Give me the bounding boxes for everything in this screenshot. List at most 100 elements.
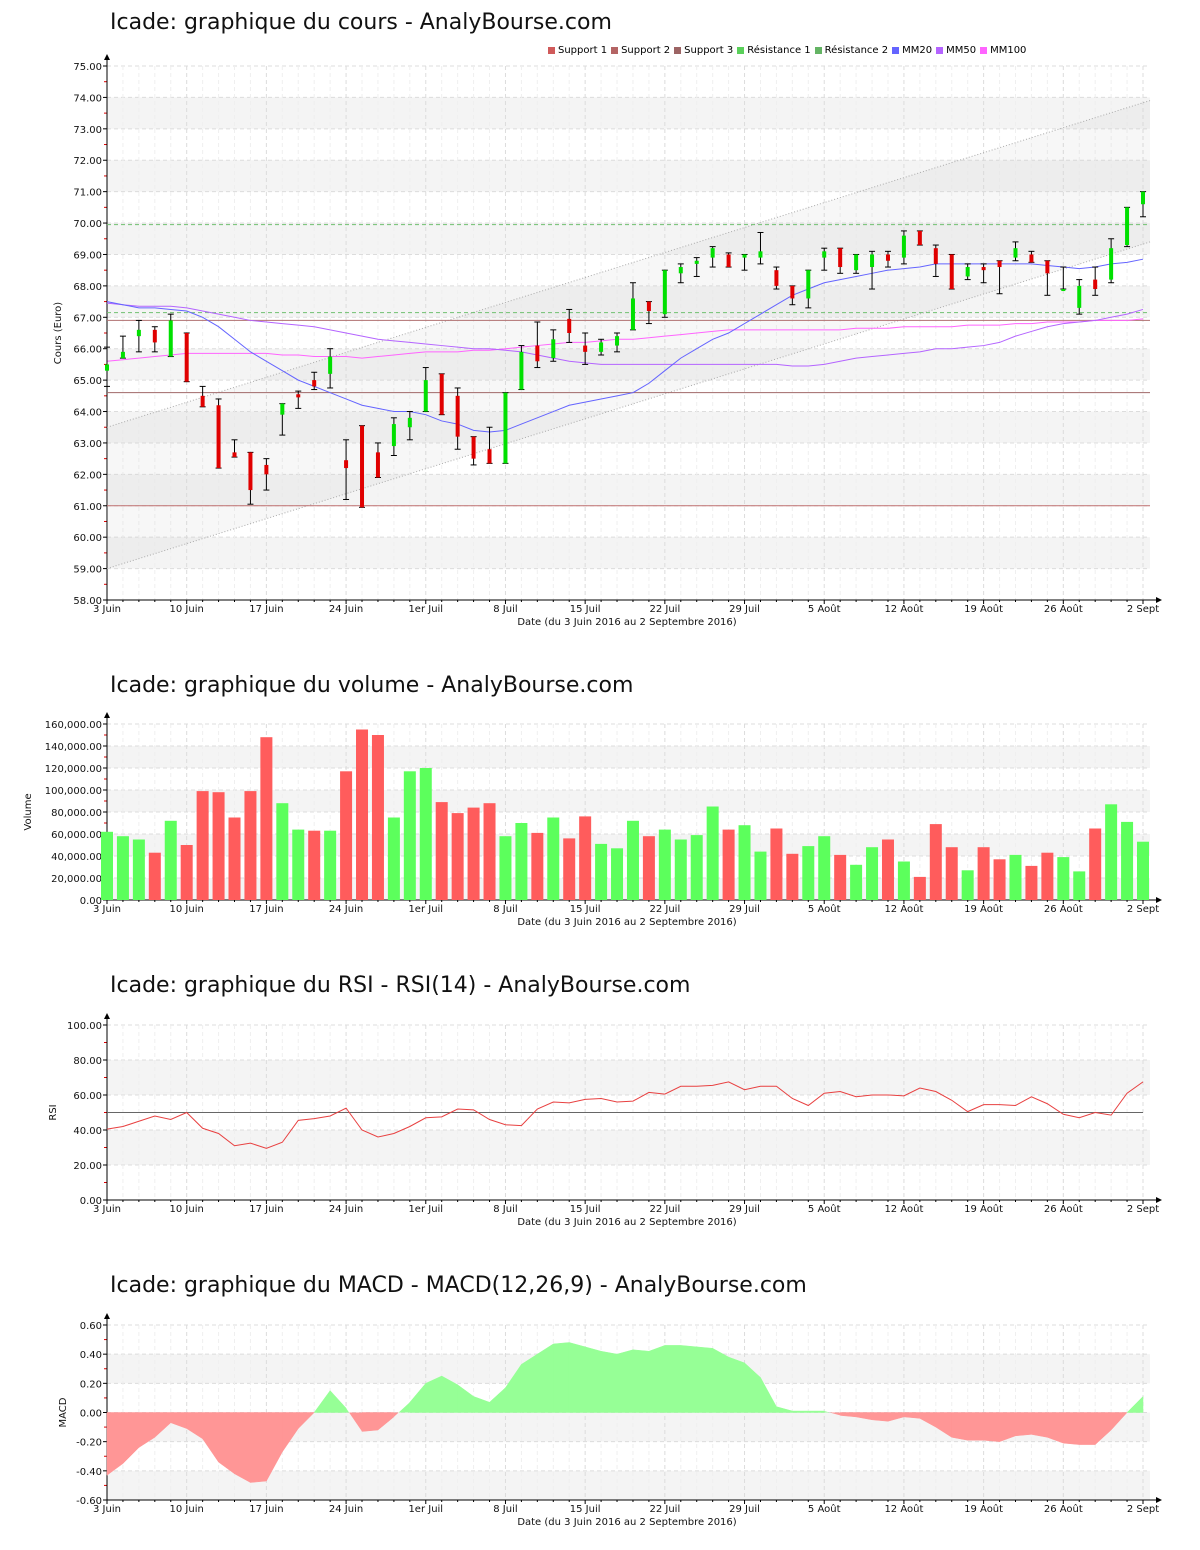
x-tick-label: 19 Août xyxy=(964,603,1003,615)
candle xyxy=(645,301,652,325)
x-tick-label: 2 Sept xyxy=(1127,1504,1159,1515)
candle-body xyxy=(232,452,237,458)
macd-area xyxy=(871,1412,889,1422)
volume-bar xyxy=(260,737,273,900)
candle xyxy=(406,411,413,441)
volume-bar xyxy=(451,813,464,900)
candle-body xyxy=(168,320,173,357)
legend-label: MM20 xyxy=(902,45,933,56)
volume-bar xyxy=(276,803,289,900)
candle-body xyxy=(997,260,1002,268)
x-tick-label: 8 Juil xyxy=(493,904,517,915)
candle xyxy=(247,451,254,505)
y-tick-label: 72.00 xyxy=(73,156,102,167)
candle xyxy=(1140,191,1146,218)
macd-area xyxy=(568,1342,586,1413)
candle xyxy=(677,263,684,284)
x-axis-title: Date (du 3 Juin 2016 au 2 Septembre 2016… xyxy=(517,1217,736,1228)
candle xyxy=(614,332,621,353)
x-tick-label: 1er Juil xyxy=(408,604,443,615)
volume-bar xyxy=(228,817,241,900)
candle xyxy=(853,253,860,274)
candle-body xyxy=(599,342,604,352)
volume-bar xyxy=(1073,871,1086,900)
x-tick-label: 10 Juin xyxy=(170,1204,204,1215)
y-tick-label: 0.00 xyxy=(80,896,102,907)
macd-area xyxy=(776,1406,793,1413)
y-axis-title: RSI xyxy=(48,1104,59,1120)
legend-item-resistance-2: Résistance 2 xyxy=(814,45,889,56)
macd-area xyxy=(313,1389,331,1413)
volume-bar xyxy=(371,735,384,900)
legend-label: MM50 xyxy=(946,45,977,56)
candle xyxy=(725,252,732,268)
y-tick-label: 120,000.00 xyxy=(45,764,102,775)
candle-body xyxy=(423,380,428,412)
candle xyxy=(279,403,286,436)
volume-bar xyxy=(786,853,799,900)
macd-area xyxy=(983,1412,1000,1442)
mm50-swatch xyxy=(936,47,944,54)
candle-body xyxy=(439,373,444,415)
grid-band xyxy=(107,160,1150,192)
candle-body xyxy=(662,270,667,315)
candle xyxy=(773,266,780,290)
volume-bar xyxy=(802,846,815,900)
macd-area xyxy=(473,1396,490,1413)
grid-band xyxy=(107,537,1150,569)
x-tick-label: 5 Août xyxy=(808,903,841,915)
legend-label: Résistance 1 xyxy=(747,45,811,56)
macd-area xyxy=(712,1347,729,1413)
candle xyxy=(884,250,891,268)
macd-area xyxy=(298,1412,315,1430)
candle-body xyxy=(854,254,859,271)
candle xyxy=(454,387,461,450)
x-tick-label: 22 Juil xyxy=(649,1504,680,1515)
macd-area xyxy=(1110,1412,1128,1431)
candle xyxy=(390,417,397,457)
volume-bar xyxy=(196,791,209,900)
volume-bar xyxy=(690,835,703,900)
x-tick-label: 12 Août xyxy=(884,603,923,615)
candle xyxy=(916,230,923,246)
candle xyxy=(1124,206,1131,248)
legend-label: Support 3 xyxy=(684,45,734,56)
macd-area xyxy=(1015,1412,1032,1437)
volume-bar xyxy=(1025,865,1038,900)
candle-body xyxy=(391,424,396,447)
legend-item-mm20: MM20 xyxy=(892,45,932,56)
candle-body xyxy=(885,254,890,261)
y-tick-label: 0.40 xyxy=(80,1350,102,1361)
macd-area xyxy=(489,1387,506,1413)
candle xyxy=(295,390,302,409)
candle xyxy=(789,285,796,306)
macd-area xyxy=(648,1345,666,1413)
x-tick-label: 15 Juil xyxy=(570,1504,601,1515)
candle xyxy=(151,326,158,353)
candle-body xyxy=(678,267,683,274)
volume-bar xyxy=(674,839,687,900)
candle xyxy=(1092,266,1099,296)
volume-bar xyxy=(881,839,894,900)
x-tick-label: 5 Août xyxy=(808,603,841,615)
candle xyxy=(741,253,748,271)
candle-body xyxy=(630,298,635,330)
volume-bar xyxy=(626,820,639,900)
x-tick-label: 2 Sept xyxy=(1127,604,1159,615)
y-tick-label: 0.00 xyxy=(80,1409,102,1420)
volume-bar xyxy=(913,876,926,900)
macd-area xyxy=(398,1402,410,1413)
macd-area xyxy=(1078,1412,1096,1445)
macd-area xyxy=(346,1408,350,1413)
grid-band xyxy=(107,1470,1150,1500)
candle xyxy=(199,385,206,408)
volume-bar xyxy=(738,825,751,900)
macd-area xyxy=(1031,1412,1048,1438)
candle-body xyxy=(694,260,699,264)
candle-body xyxy=(646,301,651,312)
candle xyxy=(374,442,381,478)
macd-area xyxy=(829,1412,841,1416)
resistance-1-swatch xyxy=(737,47,745,54)
legend-label: Résistance 2 xyxy=(824,45,889,56)
candle-body xyxy=(1093,279,1098,290)
